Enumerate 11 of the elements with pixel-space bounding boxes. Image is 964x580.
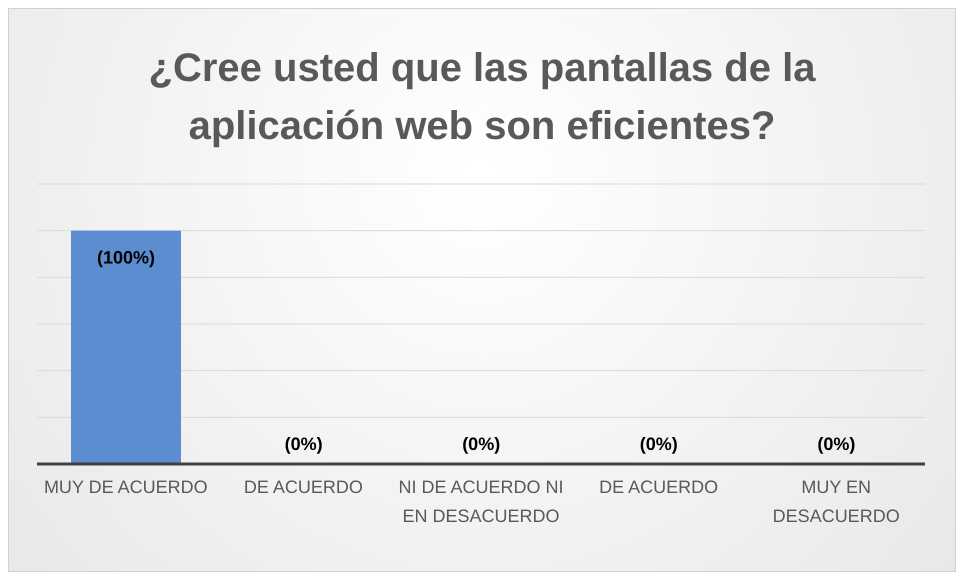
x-tick-label: MUY EN DESACUERDO: [772, 476, 900, 526]
x-tick-label: NI DE ACUERDO NI EN DESACUERDO: [398, 476, 564, 526]
data-label: (100%): [96, 248, 156, 268]
data-label: (0%): [640, 434, 678, 454]
x-tick-label: DE ACUERDO: [244, 476, 363, 497]
chart-title: ¿Cree usted que las pantallas de la aplicación web son eficientes?: [148, 45, 817, 150]
data-label: (0%): [462, 434, 500, 454]
x-tick-label: DE ACUERDO: [599, 476, 718, 497]
x-tick-label: MUY DE ACUERDO: [44, 476, 208, 497]
data-label: (0%): [284, 434, 323, 454]
data-label: (0%): [817, 434, 856, 454]
